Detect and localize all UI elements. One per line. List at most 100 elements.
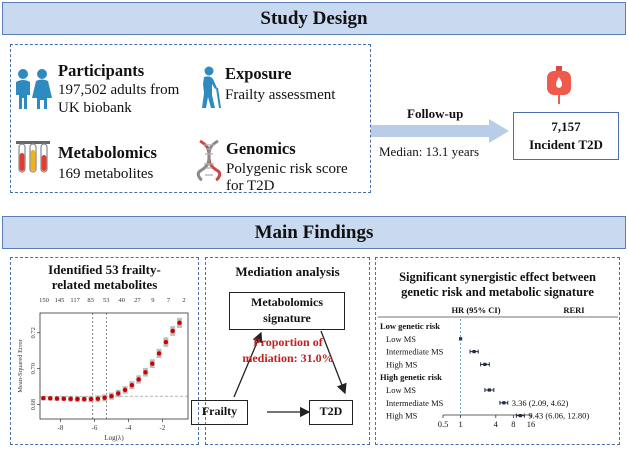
mse-point bbox=[54, 396, 60, 401]
proportion-line2: mediation: 31.0% bbox=[242, 351, 334, 365]
exposure-heading: Exposure bbox=[225, 64, 292, 83]
hr-point bbox=[483, 362, 487, 366]
hr-point bbox=[472, 350, 476, 354]
group-label: Low genetic risk bbox=[380, 321, 440, 331]
row-label: High MS bbox=[386, 411, 418, 421]
mse-point bbox=[136, 377, 141, 382]
col-hr-header: HR (95% CI) bbox=[451, 305, 500, 315]
x-tick-label: -4 bbox=[126, 424, 132, 432]
mse-point bbox=[156, 351, 162, 356]
followup-arrow bbox=[371, 119, 509, 143]
panel-mediation bbox=[205, 257, 370, 445]
x-tick-label: 1 bbox=[458, 419, 462, 429]
x-tick-label: 0.5 bbox=[438, 419, 449, 429]
reri-value: 3.36 (2.09, 4.62) bbox=[512, 398, 569, 408]
mediator-line1: Metabolomics bbox=[251, 295, 323, 309]
mse-point bbox=[61, 396, 67, 401]
panel3-title-line2: genetic risk and metabolic signature bbox=[401, 285, 594, 299]
x-tick-label: -2 bbox=[160, 424, 166, 432]
mse-point bbox=[109, 393, 114, 399]
col-reri-header: RERI bbox=[563, 305, 585, 315]
group-label: High genetic risk bbox=[380, 372, 442, 382]
panel3-title-line1: Significant synergistic effect between bbox=[399, 270, 596, 284]
followup-median: Median: 13.1 years bbox=[379, 144, 480, 159]
test-tubes-icon bbox=[16, 141, 50, 173]
hr-point bbox=[487, 388, 491, 392]
elderly-with-cane-icon bbox=[202, 66, 221, 109]
top-tick-label: 150 bbox=[39, 297, 49, 304]
x-tick-label: -8 bbox=[57, 424, 63, 432]
top-tick-label: 40 bbox=[119, 297, 126, 304]
top-tick-label: 145 bbox=[55, 297, 65, 304]
mediator-box bbox=[229, 292, 345, 330]
top-tick-label: 2 bbox=[182, 297, 185, 304]
mse-point bbox=[82, 396, 87, 402]
x-tick-label: 16 bbox=[527, 419, 536, 429]
top-tick-label: 53 bbox=[103, 297, 110, 304]
panel-metabolites bbox=[10, 257, 199, 445]
genomics-line1: Polygenic risk score bbox=[226, 161, 348, 177]
x-tick-label: 4 bbox=[494, 419, 499, 429]
exposure-line1: Frailty assessment bbox=[225, 87, 336, 103]
mse-point bbox=[129, 383, 135, 388]
x-tick-label: 8 bbox=[511, 419, 515, 429]
mse-point bbox=[177, 320, 182, 326]
y-tick-label: 0.68 bbox=[30, 399, 37, 410]
outcome-label: Incident T2D bbox=[529, 137, 603, 152]
panel1-title-line1: Identified 53 frailty- bbox=[48, 262, 161, 277]
hr-point bbox=[502, 401, 506, 405]
metabolomics-line1: 169 metabolites bbox=[58, 166, 154, 182]
outcome-box bbox=[513, 112, 619, 160]
mse-point bbox=[116, 391, 121, 396]
top-tick-label: 27 bbox=[134, 297, 141, 304]
lasso-cv-chart: 150 145 117 83 53 40 27 9 7 2 -8 -6 -4 -2 0.68 0.70 0.72… bbox=[17, 297, 189, 442]
row-label: Low MS bbox=[386, 385, 416, 395]
y-axis-label: Mean-Squared Error bbox=[17, 338, 24, 392]
followup-label: Follow-up bbox=[407, 106, 464, 121]
participants-line2: UK biobank bbox=[58, 100, 132, 116]
y-tick-label: 0.70 bbox=[30, 363, 37, 374]
metabolomics-heading: Metabolomics bbox=[58, 143, 157, 162]
x-axis-label: Log(λ) bbox=[104, 434, 124, 442]
mediator-line2: signature bbox=[263, 311, 311, 325]
blood-bag-icon bbox=[547, 66, 571, 104]
participants-heading: Participants bbox=[58, 61, 145, 80]
outcome-count: 7,157 bbox=[551, 119, 581, 134]
top-tick-label: 7 bbox=[167, 297, 171, 304]
mse-point bbox=[75, 396, 80, 402]
hr-point bbox=[518, 414, 522, 418]
study-design-panel bbox=[10, 44, 371, 193]
outcome-t2d-box bbox=[309, 400, 353, 425]
y-tick-label: 0.72 bbox=[30, 327, 37, 338]
mse-point bbox=[143, 370, 148, 375]
dna-icon bbox=[196, 139, 222, 181]
plot-frame bbox=[39, 312, 189, 420]
participants-line1: 197,502 adults from bbox=[58, 82, 180, 98]
reri-value: 9.43 (6.06, 12.80) bbox=[528, 411, 589, 421]
panel1-title-line2: related metabolites bbox=[51, 277, 158, 292]
mse-point bbox=[88, 396, 94, 402]
mse-point bbox=[41, 395, 46, 401]
proportion-line1: Proportion of bbox=[253, 335, 323, 349]
mse-point bbox=[68, 396, 73, 402]
genomics-line2: for T2D bbox=[226, 178, 275, 194]
mse-point bbox=[150, 361, 155, 366]
panel-synergy bbox=[375, 257, 620, 445]
row-label: Intermediate MS bbox=[386, 398, 444, 408]
mse-point bbox=[48, 396, 53, 401]
people-icon bbox=[16, 69, 52, 109]
exposure-box-label: Frailty bbox=[201, 404, 238, 418]
mediation-arrows bbox=[233, 330, 347, 418]
study-design-title: Study Design bbox=[2, 2, 626, 35]
row-label: Intermediate MS bbox=[386, 347, 444, 357]
top-tick-label: 117 bbox=[70, 297, 80, 304]
top-tick-label: 83 bbox=[87, 297, 94, 304]
mse-point bbox=[163, 339, 169, 345]
panel2-title: Mediation analysis bbox=[235, 264, 340, 279]
main-findings-title: Main Findings bbox=[2, 216, 626, 249]
top-tick-label: 9 bbox=[151, 297, 154, 304]
forest-plot: HR (95% CI) RERI Low genetic risk Low MS Int… bbox=[378, 305, 618, 429]
row-label: High MS bbox=[386, 359, 418, 369]
exposure-box bbox=[191, 400, 248, 425]
hr-point bbox=[459, 337, 463, 341]
